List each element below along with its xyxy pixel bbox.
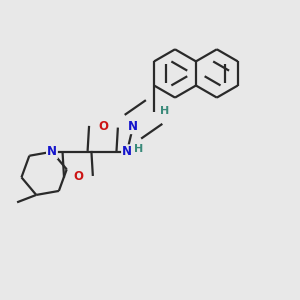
Text: H: H: [134, 144, 143, 154]
Text: N: N: [128, 120, 138, 133]
Text: N: N: [47, 145, 57, 158]
Text: O: O: [98, 120, 109, 133]
Text: O: O: [74, 170, 83, 183]
Text: H: H: [160, 106, 169, 116]
Text: N: N: [122, 145, 132, 158]
